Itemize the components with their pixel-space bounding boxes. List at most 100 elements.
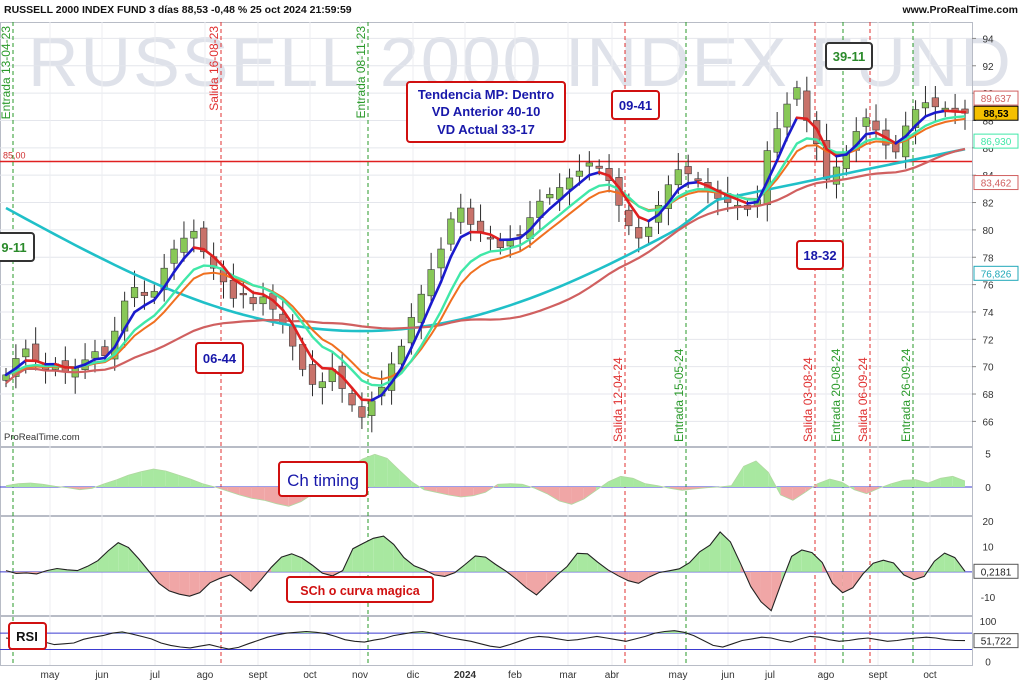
candle-body — [181, 238, 188, 252]
y-tick-label: 66 — [982, 417, 994, 428]
area-segment — [98, 551, 108, 572]
signal-vline-label: Entrada 15-05-24 — [672, 348, 686, 442]
ma-fast-segment — [253, 293, 263, 295]
sch-label-box: SCh o curva magica — [287, 577, 433, 602]
candle-body — [32, 344, 39, 361]
ma-fast-segment — [836, 154, 846, 156]
candle-body — [260, 297, 267, 304]
candle-body — [349, 393, 356, 404]
ma-fast-segment — [935, 111, 945, 113]
candle-body — [586, 163, 593, 166]
brand-label: ProRealTime.com — [4, 432, 80, 443]
ma-fast-segment — [945, 111, 955, 112]
area-segment — [761, 572, 771, 611]
level-label: 85,00 — [3, 151, 26, 161]
area-segment — [812, 553, 822, 572]
candle-body — [230, 280, 237, 298]
x-tick-label: may — [669, 670, 688, 681]
y-tick-label: 74 — [982, 308, 994, 319]
area-segment — [179, 572, 189, 596]
area-segment — [608, 476, 620, 487]
y-tick-label: 76 — [982, 281, 994, 292]
candle-body — [685, 166, 692, 173]
x-tick-label: dic — [407, 670, 420, 681]
ma-fast-segment — [955, 111, 965, 112]
rsi-label: RSI — [16, 629, 38, 644]
ma-fast-segment — [95, 358, 105, 359]
signal-vline-label: Salida 06-09-24 — [856, 357, 870, 442]
ma-fast-segment — [243, 285, 253, 292]
area-segment — [383, 536, 393, 572]
candle-body — [863, 118, 870, 127]
ma-fast-segment — [372, 395, 382, 400]
ma-fast-segment — [194, 248, 204, 250]
signal-vline-label: Entrada 26-09-24 — [899, 348, 913, 442]
annotation-label: 39-11 — [833, 49, 866, 64]
x-tick-label: ago — [818, 670, 835, 681]
candle-body — [309, 364, 316, 384]
candle-body — [932, 98, 939, 107]
candle-body — [596, 166, 603, 168]
sub-y-tick-label: 0 — [985, 483, 991, 494]
panel-border — [1, 617, 973, 666]
x-tick-label: mar — [559, 670, 577, 681]
ma-fast-segment — [747, 202, 757, 203]
y-tick-label: 72 — [982, 335, 994, 346]
x-tick-label: oct — [303, 670, 317, 681]
area-segment — [934, 553, 944, 572]
candle-body — [250, 297, 257, 303]
candle-body — [635, 227, 642, 238]
area-segment — [730, 542, 740, 572]
ma-fast-segment — [550, 200, 560, 209]
area-segment — [129, 472, 141, 487]
y-tick-label: 94 — [982, 34, 994, 45]
x-tick-label: feb — [508, 670, 522, 681]
area-segment — [720, 532, 730, 572]
candle-body — [477, 221, 484, 232]
area-segment — [394, 544, 404, 571]
annotation-label: 09-41 — [619, 98, 652, 113]
candle-body — [645, 227, 652, 236]
area-segment — [227, 487, 239, 495]
candle-body — [487, 238, 494, 240]
ch-timing-label: Ch timing — [287, 471, 359, 490]
area-segment — [537, 572, 547, 595]
ma-fast-segment — [135, 306, 145, 313]
y-tick-label: 70 — [982, 363, 994, 374]
area-segment — [486, 557, 496, 572]
ma-fast-segment — [144, 300, 154, 306]
x-tick-label: jun — [720, 670, 734, 681]
ma-fast-segment — [36, 361, 46, 364]
candle-body — [695, 179, 702, 181]
ma-fast-segment — [461, 232, 471, 237]
candle-body — [576, 171, 583, 176]
area-segment — [547, 487, 559, 501]
ma-fast-segment — [510, 238, 520, 240]
sub-y-tick-label: 0 — [985, 658, 991, 669]
price-label: 83,462 — [981, 179, 1012, 190]
area-segment — [210, 572, 220, 583]
candle-body — [873, 121, 880, 130]
candle-body — [22, 349, 29, 357]
signal-vline-label: Entrada 08-11-23 — [354, 26, 368, 119]
area-segment — [154, 469, 166, 487]
candle-body — [438, 249, 445, 268]
price-label: 88,53 — [983, 109, 1008, 120]
sub-y-tick-label: -10 — [981, 593, 996, 604]
sub-y-tick-label: 100 — [980, 617, 997, 628]
area-segment — [190, 572, 200, 596]
area-segment — [843, 572, 853, 593]
trend-info-box: Tendencia MP: Dentro VD Anterior 40-10 V… — [407, 82, 565, 142]
area-segment — [302, 558, 312, 572]
sch-label: SCh o curva magica — [300, 584, 421, 598]
chart-header-title: RUSSELL 2000 INDEX FUND 3 días 88,53 -0,… — [4, 4, 352, 16]
ch-timing-label-box: Ch timing — [279, 462, 367, 496]
signal-vline-label: Salida 16-08-23 — [207, 26, 221, 111]
site-link[interactable]: www.ProRealTime.com — [901, 4, 1018, 16]
candle-body — [922, 103, 929, 108]
annotation-label: 18-32 — [803, 248, 836, 263]
candle-body — [92, 352, 99, 359]
candle-body — [467, 208, 474, 224]
rsi-label-box: RSI — [9, 623, 46, 649]
area-segment — [128, 547, 138, 571]
